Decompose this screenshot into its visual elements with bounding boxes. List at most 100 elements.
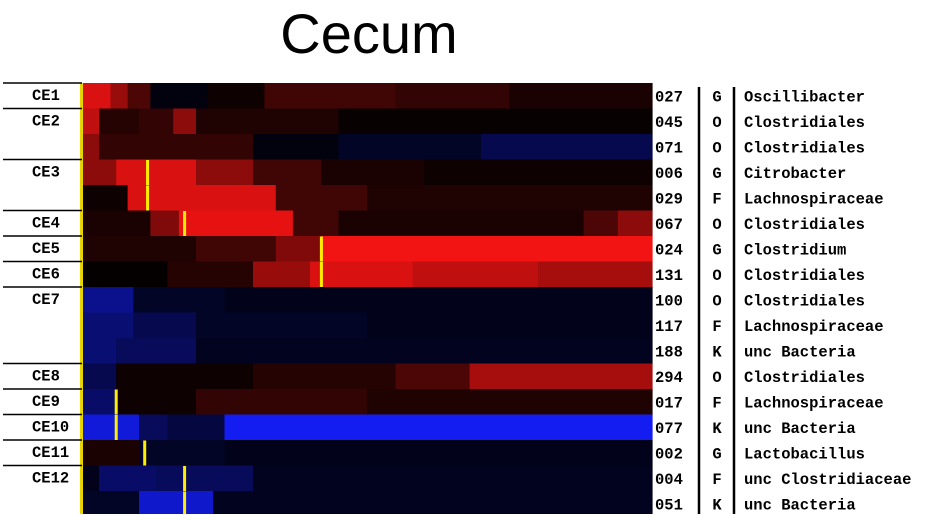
heatmap-cell	[395, 83, 511, 109]
heatmap-cell	[253, 159, 322, 186]
heatmap-cell	[116, 159, 197, 186]
rank-label: G	[712, 445, 721, 463]
heatmap-cell	[156, 465, 254, 492]
heatmap-cell	[321, 236, 653, 262]
peak-marker	[146, 185, 150, 211]
heatmap-cell	[82, 465, 100, 492]
taxon-label: Clostridiales	[744, 292, 865, 310]
heatmap-cell	[82, 491, 140, 514]
heatmap-cell	[253, 134, 340, 160]
rank-label: G	[712, 241, 721, 259]
heatmap-cell	[116, 338, 197, 364]
heatmap-cell	[82, 236, 197, 262]
otu-id-label: 017	[655, 394, 683, 412]
otu-id-label: 045	[655, 114, 683, 132]
rank-label: F	[712, 318, 721, 336]
heatmap-cell	[196, 236, 277, 262]
heatmap-cell	[99, 108, 140, 135]
heatmap-cell	[481, 134, 653, 160]
heatmap-cell	[538, 261, 653, 288]
heatmap-cell	[82, 185, 129, 211]
heatmap-cell	[253, 363, 397, 390]
peak-marker	[319, 262, 323, 287]
rank-label: O	[712, 114, 721, 132]
heatmap-cell	[82, 389, 117, 415]
heatmap-cell	[150, 83, 208, 109]
heatmap-cell	[127, 185, 277, 211]
heatmap-cell	[82, 414, 140, 441]
heatmap-cell	[82, 312, 134, 339]
heatmap-cell	[82, 159, 117, 186]
heatmap-cell	[321, 159, 425, 186]
heatmap-cell	[82, 134, 100, 160]
rank-label: O	[712, 369, 721, 387]
cluster-label: CE9	[32, 393, 60, 411]
peak-marker	[183, 466, 187, 491]
cluster-label: CE3	[32, 164, 60, 182]
heatmap-cell	[127, 83, 151, 109]
taxon-label: Clostridiales	[744, 139, 865, 157]
heatmap-cell	[196, 312, 368, 339]
rank-label: O	[712, 267, 721, 285]
taxon-label: Lachnospiraceae	[744, 394, 884, 412]
otu-id-label: 188	[655, 343, 683, 361]
cluster-label: CE11	[32, 444, 69, 462]
peak-marker	[146, 160, 150, 185]
cluster-label: CE12	[32, 470, 69, 488]
heatmap-cell	[178, 210, 294, 237]
heatmap-cell	[338, 210, 585, 237]
heatmap-cell	[82, 261, 169, 288]
taxon-label: Clostridiales	[744, 369, 865, 387]
chart-title: Cecum	[280, 2, 458, 65]
otu-id-label: 067	[655, 216, 683, 234]
heatmap-cell	[275, 185, 368, 211]
rank-label: K	[712, 496, 722, 514]
heatmap-cell	[82, 83, 112, 109]
heatmap-cell	[617, 210, 653, 237]
peak-marker	[183, 211, 187, 236]
heatmap-cell	[292, 210, 340, 237]
taxon-label: Clostridium	[744, 241, 846, 259]
otu-id-label: 029	[655, 190, 683, 208]
heatmap-cell	[367, 312, 653, 339]
heatmap-cell	[139, 491, 214, 514]
otu-id-label: 117	[655, 318, 683, 336]
heatmap-cell	[167, 261, 254, 288]
heatmap-cell	[412, 261, 539, 288]
taxon-label: unc Bacteria	[744, 496, 856, 514]
otu-id-label: 100	[655, 292, 683, 310]
heatmap-cell	[310, 261, 414, 288]
heatmap-cell	[213, 491, 653, 514]
taxon-label: Lactobacillus	[744, 445, 865, 463]
heatmap-cell	[99, 134, 254, 160]
otu-id-label: 051	[655, 496, 683, 514]
taxon-label: Lachnospiraceae	[744, 318, 884, 336]
heatmap-cell	[224, 414, 653, 441]
heatmap-cell	[196, 338, 653, 364]
heatmap-cell	[196, 159, 254, 186]
taxon-label: Oscillibacter	[744, 88, 865, 106]
rank-label: F	[712, 471, 721, 489]
rank-label: F	[712, 394, 721, 412]
heatmap-cell	[116, 363, 254, 390]
rank-label: F	[712, 190, 721, 208]
heatmap-cell	[110, 83, 129, 109]
heatmap-cell	[253, 465, 653, 492]
heatmap-cell	[367, 185, 653, 211]
heatmap-cell	[173, 108, 197, 135]
heatmap-cell	[395, 363, 471, 390]
heatmap-cell	[150, 210, 180, 237]
heatmap-cell	[509, 83, 653, 109]
heatmap-cell	[583, 210, 619, 237]
rank-label: G	[712, 88, 721, 106]
heatmap-cell	[275, 236, 322, 262]
heatmap-cell	[139, 440, 226, 466]
heatmap-cell	[196, 108, 340, 135]
heatmap-cell	[196, 389, 368, 415]
cluster-label: CE1	[32, 87, 60, 105]
cluster-label: CE8	[32, 368, 60, 386]
heatmap-cell	[82, 287, 134, 313]
otu-id-label: 006	[655, 165, 683, 183]
rank-label: G	[712, 165, 721, 183]
taxon-label: unc Clostridiaceae	[744, 471, 911, 489]
